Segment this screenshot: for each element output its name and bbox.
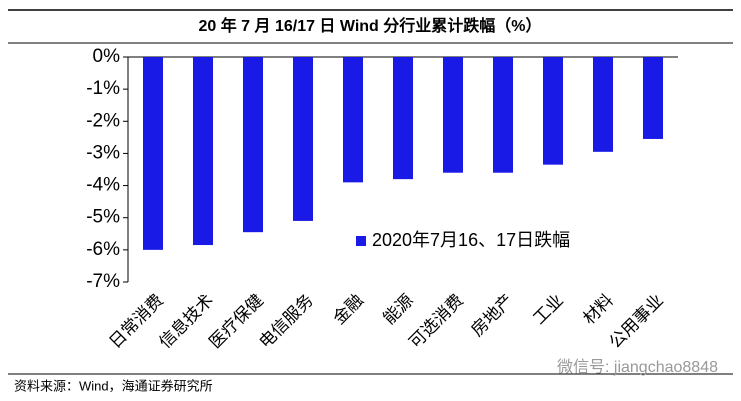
y-tick-label: -1%: [86, 78, 120, 99]
bar: [543, 57, 563, 165]
bar: [493, 57, 513, 173]
bar: [443, 57, 463, 173]
bar: [343, 57, 363, 183]
x-tick-label: 电信服务: [255, 291, 317, 353]
watermark: 微信号: jiangchao8848: [557, 358, 718, 376]
x-tick-label: 房地产: [468, 291, 517, 340]
x-tick-label: 信息技术: [155, 291, 217, 353]
chart-title: 20 年 7 月 16/17 日 Wind 分行业累计跌幅（%）: [198, 16, 541, 35]
x-tick-label: 公用事业: [605, 291, 667, 353]
x-tick-label: 金融: [330, 291, 367, 328]
source: 资料来源：Wind，海通证券研究所: [14, 378, 213, 393]
bar: [393, 57, 413, 180]
x-tick-label: 工业: [530, 291, 567, 328]
bar: [243, 57, 263, 233]
y-tick-label: -7%: [86, 271, 120, 292]
x-tick-label: 材料: [580, 291, 617, 328]
y-tick-label: -3%: [86, 142, 120, 163]
x-tick-label: 能源: [380, 291, 417, 328]
y-tick-label: -6%: [86, 239, 120, 260]
legend-label: 2020年7月16、17日跌幅: [372, 230, 570, 250]
y-tick-label: -4%: [86, 175, 120, 196]
x-tick-label: 医疗保健: [205, 291, 267, 353]
y-tick-label: -2%: [86, 110, 120, 131]
bar: [143, 57, 163, 250]
legend-swatch: [356, 236, 366, 246]
bar: [293, 57, 313, 221]
bar: [593, 57, 613, 152]
x-tick-label: 日常消费: [105, 291, 167, 353]
y-tick-label: 0%: [93, 46, 121, 67]
bar: [643, 57, 663, 139]
bar: [193, 57, 213, 246]
x-tick-label: 可选消费: [405, 291, 467, 353]
y-tick-label: -5%: [86, 207, 120, 228]
